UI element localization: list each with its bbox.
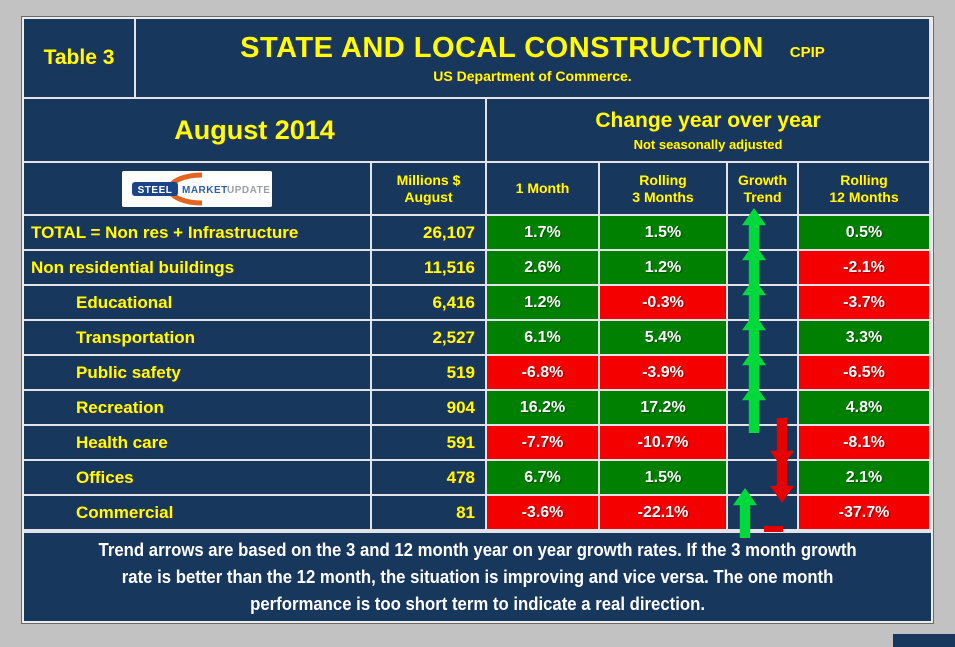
period-label: August 2014 [24, 99, 487, 163]
construction-data-table: Table 3 STATE AND LOCAL CONSTRUCTION CPI… [21, 16, 934, 624]
pct-1-month: 2.6% [487, 251, 600, 286]
up-arrow-icon [733, 488, 757, 538]
footer-line-2: rate is better than the 12 month, the si… [121, 566, 834, 587]
down-arrow-icon [770, 453, 794, 503]
growth-trend-cell [728, 243, 799, 293]
rolling12-header-line1: Rolling [840, 171, 888, 188]
pct-1-month: 1.2% [487, 286, 600, 321]
red-stub-icon [764, 526, 783, 532]
growth-trend-cell [728, 488, 799, 538]
page-title: STATE AND LOCAL CONSTRUCTION [240, 32, 764, 64]
pct-1-month: 16.2% [487, 391, 600, 426]
down-arrow-icon [770, 418, 794, 468]
up-arrow-icon [742, 348, 766, 398]
millions-value: 26,107 [372, 216, 487, 251]
pct-1-month: 1.7% [487, 216, 600, 251]
millions-value: 478 [372, 461, 487, 496]
growth-header-line1: Growth [738, 171, 787, 188]
up-arrow-icon [742, 278, 766, 328]
pct-1-month: -3.6% [487, 496, 600, 531]
growth-trend-cell [728, 313, 799, 363]
pct-rolling-12-months: 0.5% [799, 216, 931, 251]
growth-trend-cell [728, 278, 799, 328]
up-arrow-icon [742, 208, 766, 258]
change-title: Change year over year [595, 108, 821, 132]
row-label: Educational [24, 286, 372, 321]
pct-rolling-12-months: -8.1% [799, 426, 931, 461]
title-subtitle: US Department of Commerce. [433, 68, 632, 84]
table-number-label: Table 3 [24, 19, 136, 99]
pct-rolling-3-months: -10.7% [600, 426, 728, 461]
pct-rolling-12-months: -2.1% [799, 251, 931, 286]
pct-rolling-12-months: 3.3% [799, 321, 931, 356]
millions-value: 11,516 [372, 251, 487, 286]
row-label: Commercial [24, 496, 372, 531]
growth-trend-cell [728, 348, 799, 398]
rolling12-header-line2: 12 Months [829, 188, 899, 205]
pct-1-month: 6.7% [487, 461, 600, 496]
bottom-right-corner-block [893, 634, 955, 647]
column-header-rolling-12-months: Rolling 12 Months [799, 163, 931, 216]
pct-1-month: 6.1% [487, 321, 600, 356]
logo-cell: STEEL MARKET UPDATE [24, 163, 372, 216]
up-arrow-icon [742, 313, 766, 363]
title-cell: STATE AND LOCAL CONSTRUCTION CPIP US Dep… [136, 19, 931, 99]
pct-rolling-3-months: -22.1% [600, 496, 728, 531]
logo-market-text: MARKET [182, 185, 228, 196]
row-label: TOTAL = Non res + Infrastructure [24, 216, 372, 251]
pct-rolling-3-months: -3.9% [600, 356, 728, 391]
pct-rolling-3-months: -0.3% [600, 286, 728, 321]
millions-value: 81 [372, 496, 487, 531]
pct-rolling-12-months: 2.1% [799, 461, 931, 496]
steel-market-update-logo: STEEL MARKET UPDATE [122, 170, 272, 207]
millions-value: 6,416 [372, 286, 487, 321]
column-header-rolling-3-months: Rolling 3 Months [600, 163, 728, 216]
pct-rolling-3-months: 1.5% [600, 461, 728, 496]
millions-value: 519 [372, 356, 487, 391]
logo-steel-text: STEEL [138, 185, 173, 196]
footer-line-3: performance is too short term to indicat… [250, 593, 705, 614]
column-header-1-month: 1 Month [487, 163, 600, 216]
pct-rolling-3-months: 1.5% [600, 216, 728, 251]
row-label: Public safety [24, 356, 372, 391]
pct-rolling-12-months: 4.8% [799, 391, 931, 426]
footer-note: Trend arrows are based on the 3 and 12 m… [24, 531, 931, 621]
column-header-millions: Millions $ August [372, 163, 487, 216]
title-code: CPIP [789, 44, 825, 61]
column-header-growth-trend: Growth Trend [728, 163, 799, 216]
pct-rolling-3-months: 5.4% [600, 321, 728, 356]
growth-trend-cell [728, 453, 799, 503]
row-label: Recreation [24, 391, 372, 426]
pct-rolling-12-months: -3.7% [799, 286, 931, 321]
pct-rolling-3-months: 1.2% [600, 251, 728, 286]
row-label: Offices [24, 461, 372, 496]
row-label: Non residential buildings [24, 251, 372, 286]
rolling3-header-line2: 3 Months [632, 188, 694, 205]
pct-rolling-12-months: -37.7% [799, 496, 931, 531]
growth-trend-cell [728, 208, 799, 258]
up-arrow-icon [742, 243, 766, 293]
millions-header-line1: Millions $ [396, 171, 461, 188]
pct-rolling-12-months: -6.5% [799, 356, 931, 391]
row-label: Transportation [24, 321, 372, 356]
pct-1-month: -7.7% [487, 426, 600, 461]
title-line: STATE AND LOCAL CONSTRUCTION CPIP [240, 32, 825, 65]
footer-line-1: Trend arrows are based on the 3 and 12 m… [98, 539, 857, 560]
growth-header-line2: Trend [743, 188, 782, 205]
millions-value: 591 [372, 426, 487, 461]
millions-value: 904 [372, 391, 487, 426]
change-note: Not seasonally adjusted [633, 136, 783, 152]
pct-rolling-3-months: 17.2% [600, 391, 728, 426]
rolling3-header-line1: Rolling [639, 171, 687, 188]
millions-value: 2,527 [372, 321, 487, 356]
millions-header-line2: August [404, 188, 453, 205]
logo-update-text: UPDATE [227, 185, 270, 196]
up-arrow-icon [742, 383, 766, 433]
change-header-cell: Change year over year Not seasonally adj… [487, 99, 931, 163]
pct-1-month: -6.8% [487, 356, 600, 391]
row-label: Health care [24, 426, 372, 461]
